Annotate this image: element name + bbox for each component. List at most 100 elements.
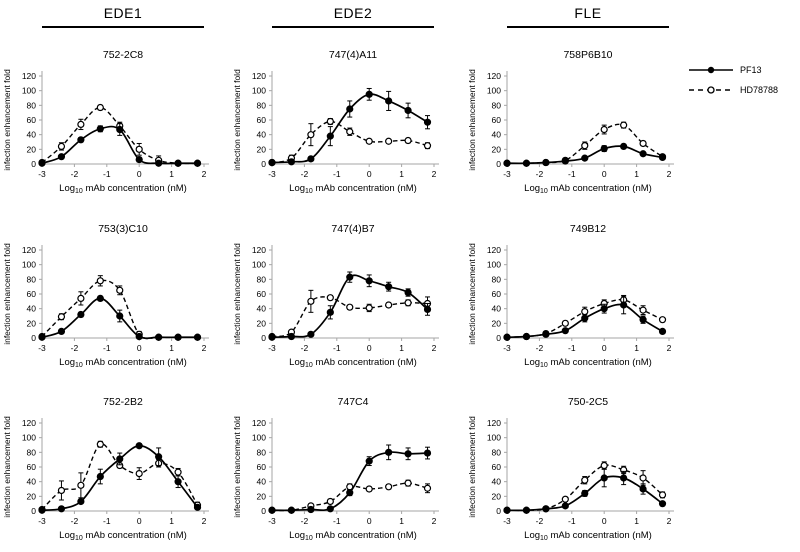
data-point-PF13 — [155, 333, 163, 341]
y-tick-label: 40 — [257, 304, 267, 314]
data-point-PF13 — [57, 153, 66, 161]
data-point-PF13 — [116, 312, 124, 320]
data-point-HD78788 — [639, 474, 647, 482]
x-axis-label: Log10 mAb concentration (nM) — [524, 357, 652, 369]
data-point-PF13 — [404, 450, 412, 458]
data-point-HD78788 — [174, 468, 182, 476]
data-point-PF13 — [77, 136, 85, 144]
data-point-HD78788 — [600, 125, 608, 134]
subplot-title: 747C4 — [338, 396, 369, 408]
data-point-PF13 — [620, 301, 628, 309]
data-point-PF13 — [404, 288, 412, 297]
x-tick-label: 1 — [169, 343, 174, 353]
data-point-PF13 — [639, 316, 647, 324]
data-point-PF13 — [658, 500, 667, 508]
series-PF13 — [38, 294, 202, 341]
y-tick-label: 100 — [487, 433, 501, 443]
data-point-HD78788 — [96, 440, 104, 448]
data-point-PF13 — [174, 159, 182, 167]
x-tick-label: -2 — [536, 516, 544, 526]
axes — [504, 71, 674, 167]
y-tick-label: 100 — [487, 86, 501, 96]
y-tick-label: 0 — [496, 333, 501, 343]
subplot-747C4: 747C4 0 20 40 60 80 100 120 -3 -2 -1 0 1 2 infection e… — [232, 396, 439, 542]
y-tick-label: 20 — [27, 318, 37, 328]
data-point-HD78788 — [658, 316, 667, 324]
x-tick-label: -3 — [38, 169, 46, 179]
subplot-752-2B2: 752-2B2 0 20 40 60 80 100 120 -3 -2 -1 0 1 2 infection… — [2, 396, 209, 542]
y-axis-label: infection enhancement fold — [232, 416, 242, 518]
subplot-752-2C8: 752-2C8 0 20 40 60 80 100 120 -3 -2 -1 0 1 2 infection… — [2, 49, 209, 195]
data-point-PF13 — [155, 159, 163, 167]
x-tick-label: -3 — [503, 343, 511, 353]
data-point-PF13 — [522, 159, 531, 167]
data-point-PF13 — [96, 125, 104, 133]
x-tick-label: -1 — [568, 169, 576, 179]
x-tick-label: -1 — [333, 516, 341, 526]
data-point-PF13 — [503, 333, 511, 341]
y-tick-label: 20 — [492, 144, 502, 154]
subplot-753(3)C10: 753(3)C10 0 20 40 60 80 100 120 -3 -2 -1 0 1 2 infecti… — [2, 223, 209, 369]
x-tick-label: -3 — [268, 169, 276, 179]
data-point-HD78788 — [77, 481, 85, 489]
data-point-HD78788 — [600, 461, 608, 470]
y-tick-label: 0 — [261, 506, 266, 516]
axes — [269, 71, 439, 167]
y-tick-label: 80 — [27, 100, 37, 110]
y-tick-label: 20 — [492, 318, 502, 328]
data-point-PF13 — [522, 332, 531, 341]
series-PF13 — [38, 442, 202, 514]
data-point-HD78788 — [365, 304, 373, 312]
series-PF13 — [268, 444, 432, 514]
data-point-PF13 — [307, 505, 315, 514]
legend: PF13 HD78788 — [688, 60, 778, 100]
y-tick-label: 60 — [257, 462, 267, 472]
y-axis-label: infection enhancement fold — [2, 416, 12, 518]
axes — [39, 418, 209, 514]
data-point-PF13 — [96, 294, 104, 303]
data-point-PF13 — [385, 97, 393, 105]
y-tick-label: 80 — [257, 100, 267, 110]
x-axis-label: Log10 mAb concentration (nM) — [289, 357, 417, 369]
y-tick-label: 120 — [22, 418, 36, 428]
data-point-HD78788 — [135, 469, 143, 478]
data-point-HD78788 — [96, 277, 104, 285]
data-point-HD78788 — [385, 137, 393, 145]
y-tick-label: 60 — [492, 462, 502, 472]
x-tick-label: 0 — [137, 343, 142, 353]
x-tick-label: 2 — [667, 343, 672, 353]
x-axis-label: Log10 mAb concentration (nM) — [59, 530, 187, 542]
y-tick-label: 40 — [257, 130, 267, 140]
x-tick-label: -2 — [301, 516, 309, 526]
dashed-line-open-circle-icon — [689, 86, 733, 94]
subplot-title: 753(3)C10 — [98, 223, 148, 235]
legend-item-pf13: PF13 — [688, 60, 778, 80]
data-point-HD78788 — [658, 491, 667, 499]
x-axis-label: Log10 mAb concentration (nM) — [524, 183, 652, 195]
data-point-HD78788 — [365, 485, 373, 493]
data-point-HD78788 — [581, 476, 589, 484]
y-tick-label: 20 — [257, 318, 267, 328]
y-axis-label: infection enhancement fold — [232, 243, 242, 345]
data-point-PF13 — [77, 497, 85, 506]
data-point-PF13 — [561, 157, 569, 165]
data-point-PF13 — [155, 453, 163, 461]
data-point-PF13 — [326, 132, 334, 140]
y-tick-label: 120 — [487, 71, 501, 81]
data-point-PF13 — [346, 273, 354, 281]
x-axis-label: Log10 mAb concentration (nM) — [59, 357, 187, 369]
data-point-HD78788 — [581, 307, 589, 316]
data-point-PF13 — [423, 305, 432, 314]
data-point-HD78788 — [116, 286, 124, 294]
x-tick-label: 1 — [169, 169, 174, 179]
data-point-PF13 — [639, 485, 647, 493]
data-point-PF13 — [116, 455, 124, 463]
x-tick-label: -3 — [503, 516, 511, 526]
data-point-PF13 — [423, 449, 432, 457]
x-tick-label: -2 — [71, 343, 79, 353]
series-PF13 — [38, 123, 202, 167]
y-tick-label: 0 — [261, 159, 266, 169]
y-tick-label: 0 — [31, 506, 36, 516]
y-tick-label: 60 — [492, 115, 502, 125]
